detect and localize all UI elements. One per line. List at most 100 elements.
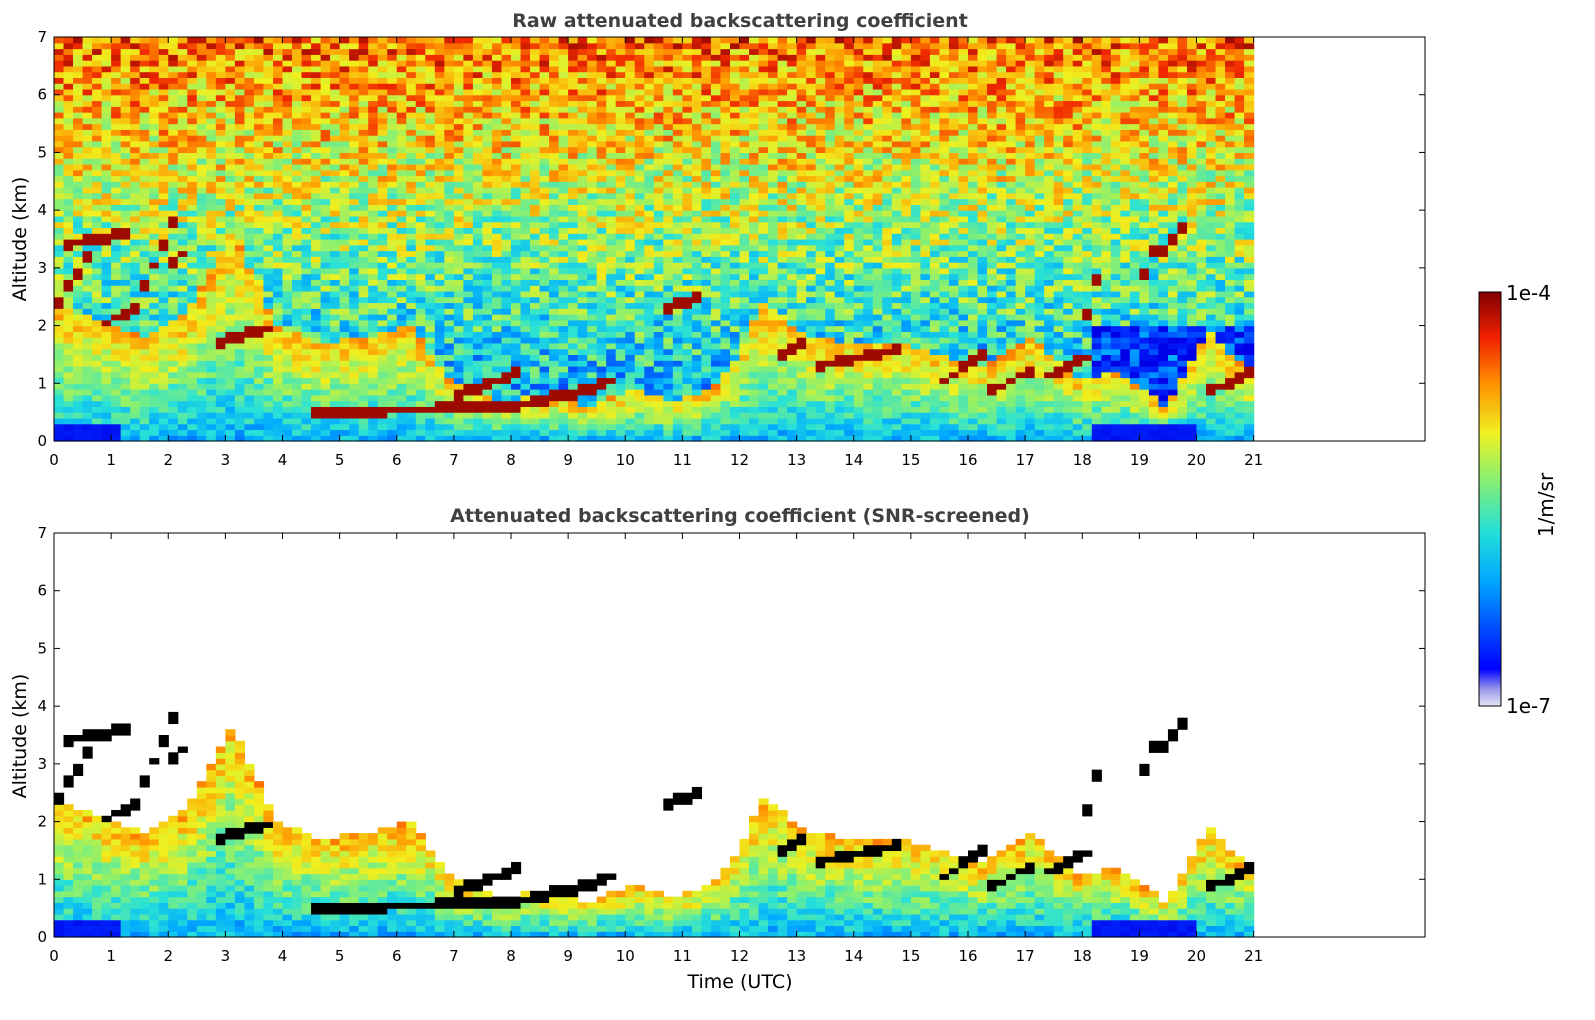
heatmap-cell: [368, 435, 379, 442]
heatmap-cell: [720, 417, 731, 425]
heatmap-cell: [720, 140, 731, 148]
heatmap-cell: [530, 146, 541, 154]
heatmap-cell: [501, 60, 512, 67]
heatmap-cell: [587, 435, 598, 442]
heatmap-cell: [453, 106, 464, 113]
heatmap-cell: [234, 129, 246, 136]
heatmap-cell: [339, 250, 350, 257]
heatmap-cell: [491, 112, 503, 119]
heatmap-cell: [682, 146, 693, 154]
heatmap-cell: [396, 302, 407, 309]
heatmap-cell: [272, 244, 284, 252]
heatmap-cell: [282, 302, 293, 309]
heatmap-cell: [272, 227, 284, 234]
heatmap-cell: [672, 256, 683, 263]
heatmap-cell: [320, 256, 331, 263]
heatmap-cell: [568, 117, 579, 125]
heatmap-cell: [196, 423, 207, 431]
heatmap-cell: [634, 48, 645, 55]
heatmap-cell: [682, 94, 693, 102]
heatmap-cell: [549, 360, 560, 367]
heatmap-cell: [244, 342, 255, 350]
heatmap-cell: [434, 314, 445, 321]
heatmap-cell: [206, 83, 217, 90]
heatmap-cell: [54, 187, 65, 194]
heatmap-cell: [225, 389, 236, 396]
heatmap-cell: [491, 423, 503, 431]
heatmap-cell: [720, 244, 731, 252]
heatmap-cell: [415, 37, 426, 44]
heatmap-cell: [253, 94, 265, 102]
heatmap-cell: [615, 406, 626, 413]
heatmap-cell: [682, 175, 693, 182]
heatmap-cell: [139, 337, 150, 344]
heatmap-cell: [311, 412, 322, 419]
heatmap-cell: [387, 65, 398, 73]
heatmap-cell: [634, 42, 645, 50]
heatmap-cell: [453, 123, 464, 130]
heatmap-cell: [720, 88, 731, 96]
heatmap-cell: [396, 325, 407, 332]
heatmap-cell: [482, 314, 493, 321]
heatmap-cell: [368, 210, 379, 217]
heatmap-cell: [368, 187, 379, 194]
heatmap-cell: [282, 71, 293, 78]
heatmap-cell: [615, 71, 626, 78]
heatmap-cell: [625, 158, 636, 165]
heatmap-cell: [463, 290, 474, 298]
heatmap-cell: [463, 54, 474, 61]
heatmap-cell: [120, 250, 131, 257]
heatmap-cell: [625, 37, 636, 44]
heatmap-cell: [491, 192, 503, 200]
heatmap-cell: [663, 88, 674, 96]
heatmap-cell: [691, 435, 703, 442]
heatmap-cell: [425, 37, 436, 44]
heatmap-cell: [282, 342, 293, 350]
heatmap-cell: [63, 192, 74, 200]
heatmap-cell: [339, 77, 350, 84]
heatmap-cell: [491, 360, 503, 367]
heatmap-cell: [539, 256, 550, 263]
heatmap-cell: [453, 423, 464, 431]
heatmap-cell: [596, 256, 607, 263]
heatmap-cell: [558, 37, 569, 44]
heatmap-cell: [387, 233, 398, 240]
heatmap-cell: [682, 192, 693, 200]
heatmap-cell: [691, 365, 703, 373]
heatmap-cell: [396, 163, 407, 171]
heatmap-cell: [215, 204, 226, 211]
heatmap-cell: [225, 435, 236, 442]
heatmap-cell: [549, 221, 560, 229]
heatmap-cell: [463, 146, 474, 154]
heatmap-cell: [282, 348, 293, 356]
heatmap-cell: [168, 244, 179, 252]
heatmap-cell: [530, 279, 541, 286]
heatmap-cell: [215, 348, 226, 356]
heatmap-cell: [634, 233, 645, 240]
heatmap-cell: [644, 215, 655, 223]
heatmap-cell: [596, 239, 607, 246]
heatmap-cell: [625, 129, 636, 136]
heatmap-cell: [349, 71, 360, 78]
heatmap-cell: [272, 175, 284, 182]
heatmap-cell: [196, 377, 207, 384]
heatmap-cell: [377, 169, 388, 177]
heatmap-cell: [158, 48, 169, 55]
heatmap-cell: [396, 239, 407, 246]
heatmap-cell: [377, 302, 388, 309]
heatmap-cell: [368, 342, 379, 350]
heatmap-cell: [406, 279, 417, 286]
heatmap-cell: [292, 285, 303, 292]
heatmap-cell: [177, 181, 188, 188]
heatmap-cell: [177, 429, 188, 436]
heatmap-cell: [644, 71, 655, 78]
heatmap-cell: [663, 210, 674, 217]
heatmap-cell: [349, 262, 360, 269]
heatmap-cell: [168, 429, 179, 436]
heatmap-cell: [358, 365, 369, 373]
heatmap-cell: [368, 262, 379, 269]
heatmap-cell: [187, 290, 198, 298]
heatmap-cell: [568, 169, 579, 177]
heatmap-cell: [453, 400, 464, 407]
heatmap-cell: [272, 262, 284, 269]
